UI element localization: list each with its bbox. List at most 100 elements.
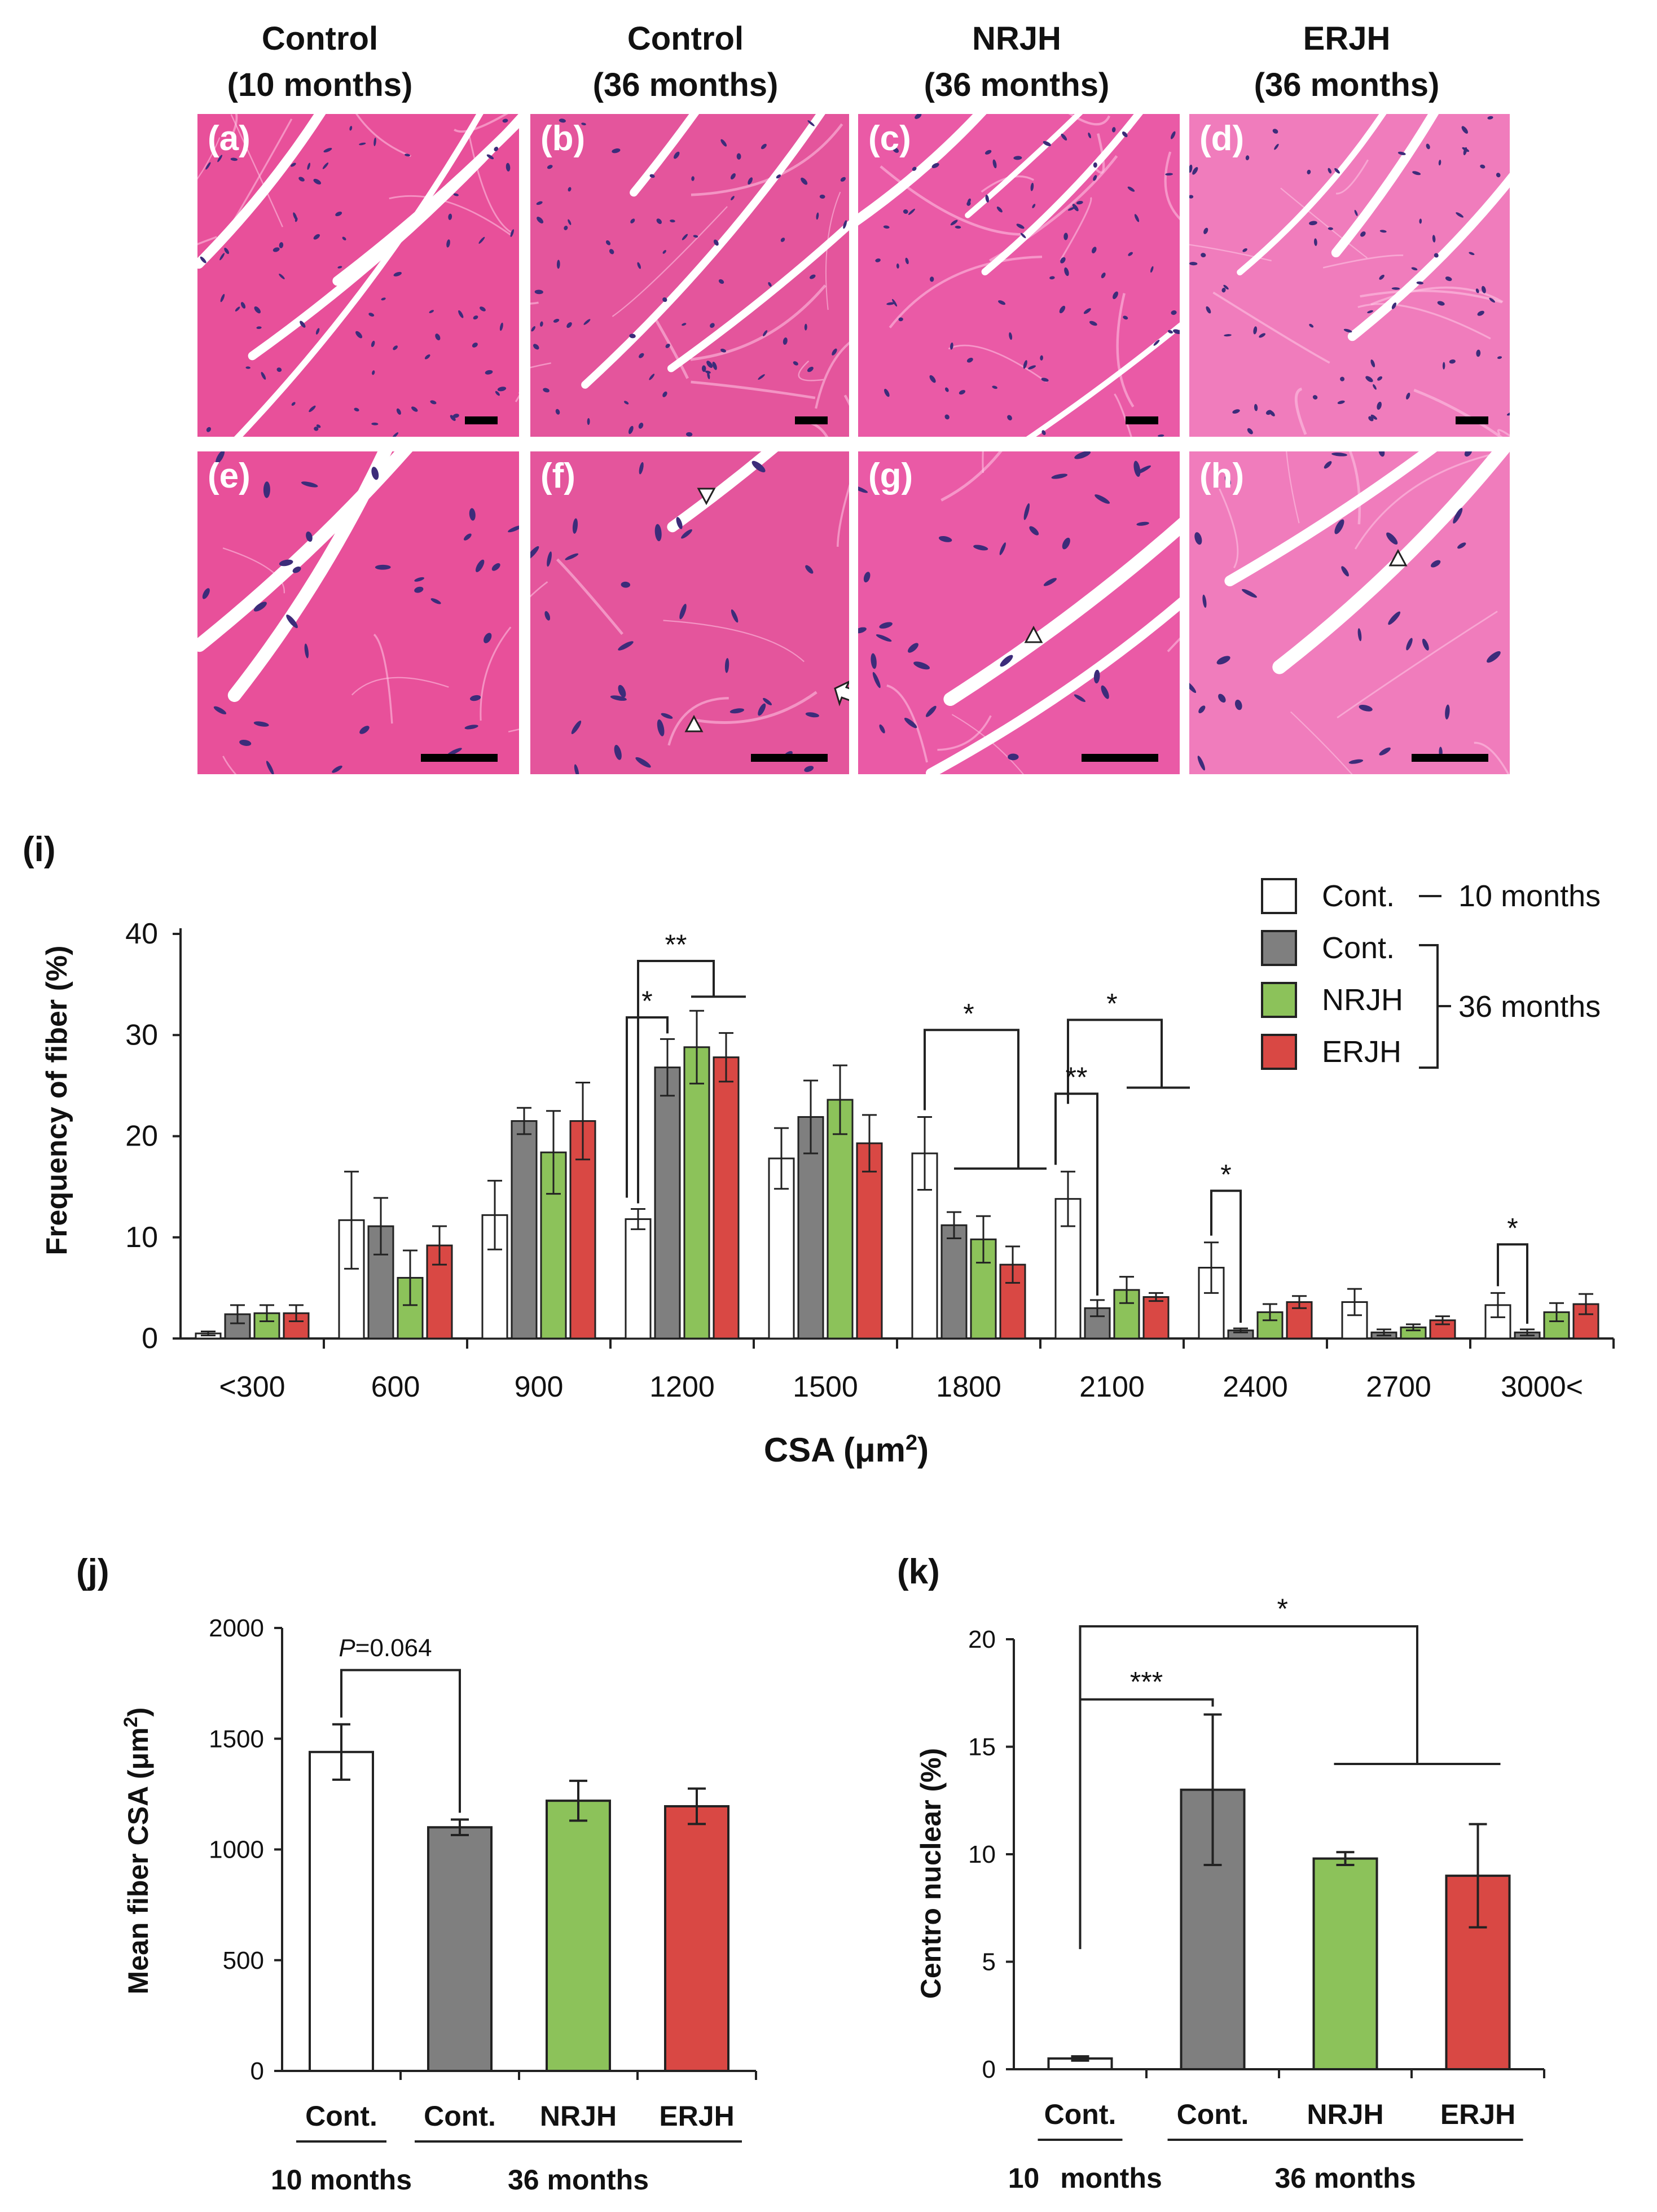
nucleus [630,218,635,223]
nucleus [349,126,353,131]
nucleus [1040,355,1043,361]
nucleus [1051,473,1068,479]
y-tick-label: 1500 [209,1725,264,1753]
nucleus [1360,231,1366,237]
nucleus [304,643,309,659]
error-bar [688,1787,706,1825]
nucleus [469,695,481,701]
nucleus [355,331,363,339]
nucleus [1000,655,1013,667]
nucleus [1198,705,1206,713]
nucleus [1453,508,1463,524]
nucleus [1489,297,1496,303]
fiber-boundary [948,344,1048,383]
nucleus [224,247,229,254]
nucleus [1391,302,1397,309]
nucleus [973,545,988,551]
nucleus [1203,227,1208,234]
nucleus [291,163,296,167]
nucleus [654,524,662,542]
nucleus [1074,694,1086,703]
nucleus [1218,694,1226,703]
nucleus [876,634,892,642]
nucleus [219,253,225,261]
nucleus [1074,451,1091,459]
nucleus [495,390,500,396]
bar [911,1152,938,1340]
error-bar [1071,2055,1089,2062]
nucleus [475,559,485,572]
p-value-p: P [339,1634,355,1662]
nucleus [1167,330,1173,334]
error-bar [1491,1292,1505,1318]
nucleus [1242,248,1247,252]
y-axis-label: Mean fiber CSA (μm2) [120,1708,154,1995]
bar [683,1046,710,1340]
nucleus [1445,704,1450,719]
significance-bracket [1079,1698,1214,1950]
fiber-boundary [692,691,817,724]
nucleus [536,201,543,205]
bar [664,1805,729,2072]
fiber-boundary [454,114,508,133]
error-bar [260,1304,274,1323]
nucleus [1127,186,1135,192]
nucleus [1093,669,1100,684]
nucleus [491,563,500,571]
nucleus [1506,412,1510,416]
nucleus [1122,131,1128,138]
panel-label-e: (e) [208,457,250,495]
nucleus [843,220,847,229]
nucleus [1008,753,1019,761]
error-bar [862,1114,877,1173]
significance-marker: * [1220,1158,1231,1190]
fiber-boundary [1335,159,1369,195]
nucleus [323,148,332,153]
x-tick-label: 1200 [649,1371,715,1403]
legend-label-nrjh: NRJH [1322,983,1403,1017]
connective-tissue [981,114,1143,275]
nucleus [1464,451,1473,457]
nucleus [682,323,687,326]
nucleus [1341,566,1349,577]
nucleus [998,300,1006,305]
nucleus [276,367,282,372]
bar [1572,1303,1599,1340]
nucleus [1391,287,1400,290]
nucleus [464,725,478,730]
x-axis-label: CSA (μm2) [764,1431,929,1469]
micrograph-panel-e: (e) [197,451,519,774]
fiber-boundary [1116,293,1135,408]
nucleus [1309,221,1317,226]
nucleus [635,757,651,768]
bar [940,1224,968,1340]
nucleus [915,114,922,119]
nucleus [804,766,814,773]
nucleus [300,321,306,328]
nucleus [1153,340,1160,346]
connective-tissue [925,597,1180,774]
x-tick-label: ERJH [1440,2099,1515,2130]
nucleus [301,481,318,488]
nucleus [819,194,825,199]
fiber-boundary [1337,611,1498,719]
nucleus [1060,257,1066,264]
tissue-background [1189,114,1510,437]
bar [1543,1311,1570,1340]
nucleus [1377,376,1383,381]
connective-tissue [248,114,519,361]
header-line1: ERJH [1303,20,1391,57]
nucleus [315,328,320,335]
nucleus [768,282,772,287]
fiber-boundary [815,341,849,409]
nucleus [543,388,550,393]
x-tick-label: ERJH [659,2100,734,2132]
nucleus [1331,452,1348,457]
nucleus [1201,253,1206,257]
nucleus [996,207,1003,213]
nucleus [298,177,305,182]
nucleus [730,173,736,179]
chart-i-histogram: Frequency of fiber (%) CSA (μm2) Cont. C… [41,878,1615,1469]
nucleus [805,565,814,574]
x-tick-label: Cont. [424,2100,496,2132]
